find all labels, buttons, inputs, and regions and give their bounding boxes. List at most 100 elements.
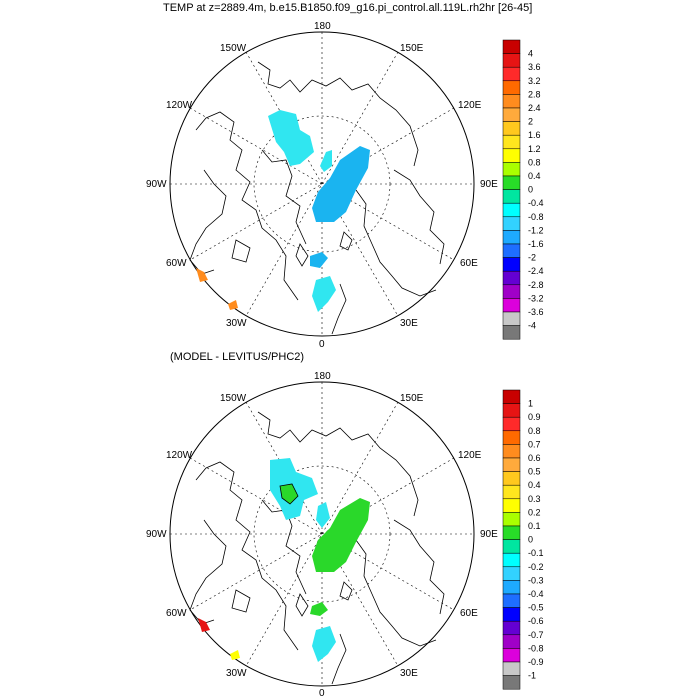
top-colorbar-swatch-19 (502, 298, 521, 313)
top-colorbar-swatch-12 (502, 202, 521, 218)
bottom-lon-label-30w: 30W (226, 668, 247, 679)
bottom-colorbar-tick-label-14: -0.4 (528, 589, 544, 599)
bottom-lon-label-150w: 150W (220, 393, 247, 404)
top-colorbar-swatch-7 (502, 134, 521, 150)
bottom-colorbar-swatch-18 (502, 634, 521, 649)
top-colorbar-tick-label-1: 3.6 (528, 62, 541, 72)
top-patch-cyan-3 (312, 276, 336, 312)
bottom-patch-green-1 (279, 483, 299, 505)
bottom-colorbar-swatch-19 (502, 648, 521, 663)
bottom-patch-green-2 (312, 498, 370, 572)
bottom-colorbar-swatch-1 (502, 403, 521, 418)
top-lon-label-30e: 30E (400, 318, 418, 329)
bottom-patch-cyan-2 (316, 502, 330, 528)
bottom-colorbar-tick-label-10: 0 (528, 535, 533, 545)
top-colorbar-tick-label-4: 2.4 (528, 103, 541, 113)
bottom-colorbar-tick-label-7: 0.3 (528, 494, 541, 504)
top-lon-label-30w: 30W (226, 318, 247, 329)
top-colorbar-swatch-17 (502, 270, 521, 286)
top-lon-label-60e: 60E (460, 258, 478, 269)
bottom-lon-label-120w: 120W (166, 450, 193, 461)
top-meridians (170, 32, 474, 336)
bottom-colorbar-tick-label-12: -0.2 (528, 562, 544, 572)
top-colorbar-swatch-13 (502, 216, 521, 231)
bottom-colorbar-swatch-4 (502, 444, 521, 459)
bottom-colorbar-tick-label-11: -0.1 (528, 548, 544, 558)
top-patch-cyan-1 (268, 110, 314, 166)
top-colorbar-tick-label-19: -3.6 (528, 307, 544, 317)
bottom-colorbar-swatch-3 (502, 430, 521, 445)
top-colorbar-swatch-5 (502, 107, 521, 122)
bottom-colorbar-tick-label-9: 0.1 (528, 521, 541, 531)
bottom-colorbar-tick-label-13: -0.3 (528, 575, 544, 585)
top-colorbar-tick-label-18: -3.2 (528, 293, 544, 303)
top-colorbar-tick-label-17: -2.8 (528, 280, 544, 290)
top-colorbar-tick-label-3: 2.8 (528, 89, 541, 99)
top-lon-label-150e: 150E (400, 43, 424, 54)
bottom-patch-yellow-1 (230, 650, 240, 660)
top-plot-title: TEMP at z=2889.4m, b.e15.B1850.f09_g16.p… (163, 2, 533, 14)
top-colorbar-tick-label-11: -0.4 (528, 198, 544, 208)
bottom-colorbar-tick-label-17: -0.7 (528, 630, 544, 640)
bottom-colorbar-tick-label-16: -0.6 (528, 616, 544, 626)
top-colorbar-tick-label-7: 1.2 (528, 144, 541, 154)
top-lon-label-90w: 90W (146, 179, 167, 190)
top-patch-blue-2 (310, 252, 328, 268)
bottom-colorbar-tick-label-15: -0.5 (528, 603, 544, 613)
bottom-colorbar-swatch-2 (502, 416, 521, 432)
bottom-lon-label-60w: 60W (166, 608, 187, 619)
bottom-colorbar-swatch-5 (502, 457, 521, 472)
bottom-lon-label-30e: 30E (400, 668, 418, 679)
top-lon-label-120w: 120W (166, 100, 193, 111)
bottom-colorbar-swatch-11 (502, 539, 521, 554)
bottom-colorbar-tick-label-1: 0.9 (528, 412, 541, 422)
top-lon-label-120e: 120E (458, 100, 482, 111)
top-colorbar-swatch-9 (502, 162, 521, 177)
top-lon-label-180: 180 (314, 21, 331, 32)
top-colorbar-swatch-1 (502, 53, 521, 68)
bottom-colorbar-swatch-14 (502, 580, 521, 595)
top-colorbar-swatch-16 (502, 257, 521, 272)
top-colorbar-tick-label-8: 0.8 (528, 157, 541, 167)
bottom-colorbar-swatch-17 (502, 620, 521, 636)
bottom-patch-green-3 (310, 602, 328, 616)
top-colorbar-tick-label-0: 4 (528, 49, 533, 59)
bottom-lon-label-90w: 90W (146, 529, 167, 540)
top-colorbar-swatch-0 (502, 39, 521, 54)
top-lon-label-150w: 150W (220, 43, 247, 54)
top-colorbar-tick-label-15: -2 (528, 253, 536, 263)
bottom-colorbar-swatch-7 (502, 484, 521, 500)
top-polar-map (169, 31, 475, 337)
top-colorbar-swatch-21 (502, 325, 521, 340)
bottom-lon-label-150e: 150E (400, 393, 424, 404)
top-lon-label-90e: 90E (480, 179, 498, 190)
top-colorbar-tick-label-9: 0.4 (528, 171, 541, 181)
bottom-lon-label-180: 180 (314, 371, 331, 382)
top-colorbar-tick-label-12: -0.8 (528, 212, 544, 222)
top-lon-label-0: 0 (319, 339, 325, 350)
bottom-colorbar-tick-label-3: 0.7 (528, 439, 541, 449)
bottom-lon-label-90e: 90E (480, 529, 498, 540)
top-patch-cyan-2 (320, 150, 332, 172)
bottom-colorbar-swatch-16 (502, 607, 521, 622)
bottom-coastlines (189, 411, 445, 685)
bottom-plot-title: (MODEL - LEVITUS/PHC2) (170, 351, 305, 363)
bottom-lon-label-60e: 60E (460, 608, 478, 619)
bottom-colorbar-tick-label-18: -0.8 (528, 643, 544, 653)
top-colorbar-swatch-15 (502, 243, 521, 258)
bottom-colorbar: 1 0.9 0.8 0.7 0.6 0.5 0.4 0.3 0.2 0.1 0 -0.1 -0.2 -0.… (502, 389, 544, 690)
bottom-meridians (170, 382, 474, 686)
top-colorbar-tick-label-16: -2.4 (528, 266, 544, 276)
top-patch-blue-1 (312, 146, 370, 222)
bottom-colorbar-tick-label-20: -1 (528, 671, 536, 681)
bottom-colorbar-tick-label-19: -0.9 (528, 657, 544, 667)
bottom-lon-label-0: 0 (319, 688, 325, 699)
bottom-colorbar-swatch-6 (502, 471, 521, 486)
top-colorbar-swatch-2 (502, 66, 521, 82)
bottom-colorbar-tick-label-4: 0.6 (528, 453, 541, 463)
top-colorbar-swatch-11 (502, 189, 521, 204)
bottom-colorbar-swatch-12 (502, 552, 521, 568)
top-colorbar-swatch-20 (502, 311, 521, 326)
top-field-patches (196, 110, 370, 312)
top-colorbar-swatch-6 (502, 121, 521, 136)
